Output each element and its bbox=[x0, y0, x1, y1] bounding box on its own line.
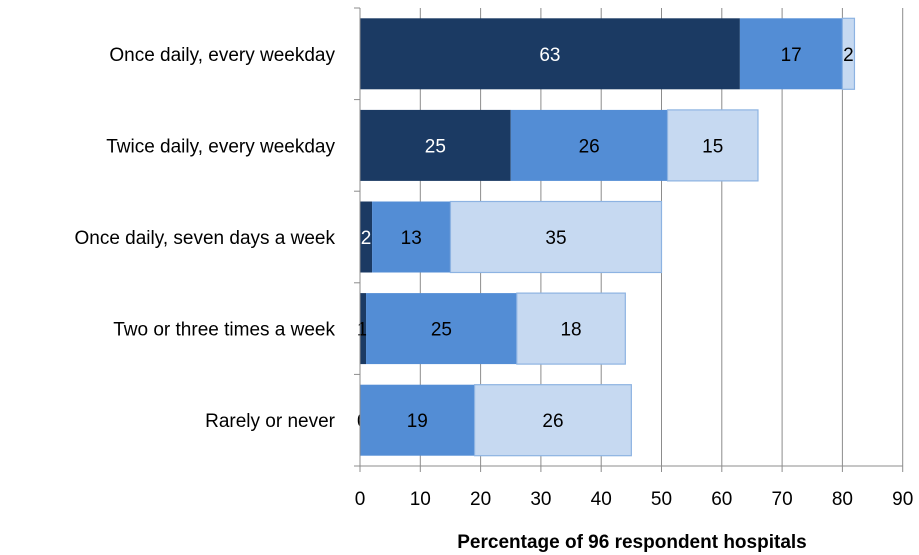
x-tick-labels: 0 10 20 30 40 50 60 70 80 90 bbox=[355, 489, 914, 510]
bar-segment bbox=[841, 17, 856, 90]
x-tick-label: 60 bbox=[711, 489, 732, 510]
data-label: 35 bbox=[545, 228, 566, 249]
bar-segment bbox=[360, 293, 367, 365]
bar-segment bbox=[473, 384, 632, 457]
x-tick-label: 40 bbox=[591, 489, 612, 510]
bar-segment bbox=[449, 200, 663, 274]
data-label: 25 bbox=[431, 320, 452, 341]
data-label: 17 bbox=[781, 45, 802, 66]
bar-segment bbox=[739, 18, 843, 90]
category-label: Rarely or never bbox=[205, 411, 336, 432]
category-label: Two or three times a week bbox=[113, 320, 335, 341]
bar-segment bbox=[510, 109, 668, 181]
bar-segment bbox=[366, 293, 517, 365]
x-tick-label: 20 bbox=[470, 489, 491, 510]
data-label: 15 bbox=[702, 136, 723, 157]
data-label: 18 bbox=[560, 320, 581, 341]
bar-segment bbox=[372, 201, 451, 273]
bar-segment bbox=[516, 292, 626, 365]
category-label: Twice daily, every weekday bbox=[106, 136, 335, 157]
bars: 63172252615213351251801926 bbox=[357, 17, 856, 457]
data-label: 63 bbox=[539, 45, 560, 66]
category-label: Once daily, seven days a week bbox=[74, 228, 335, 249]
axes bbox=[354, 7, 904, 472]
x-tick-label: 10 bbox=[410, 489, 431, 510]
category-label: Once daily, every weekday bbox=[109, 45, 335, 66]
x-tick-label: 50 bbox=[651, 489, 672, 510]
x-tick-label: 90 bbox=[892, 489, 913, 510]
bar-segment bbox=[360, 201, 373, 273]
data-label: 19 bbox=[407, 411, 428, 432]
x-tick-label: 0 bbox=[355, 489, 366, 510]
bar-segment bbox=[360, 18, 740, 90]
x-tick-label: 30 bbox=[530, 489, 551, 510]
data-label: 26 bbox=[542, 411, 563, 432]
x-tick-label: 80 bbox=[832, 489, 853, 510]
data-label: 2 bbox=[361, 228, 372, 249]
x-tick-label: 70 bbox=[772, 489, 793, 510]
x-axis-title: Percentage of 96 respondent hospitals bbox=[457, 532, 806, 553]
data-label: 26 bbox=[579, 136, 600, 157]
data-label: 1 bbox=[357, 320, 368, 341]
bar-segment bbox=[666, 109, 759, 182]
data-label: 2 bbox=[843, 45, 854, 66]
bar-segment bbox=[360, 109, 511, 181]
data-label: 25 bbox=[425, 136, 446, 157]
bar-segment bbox=[360, 384, 475, 456]
data-label: 13 bbox=[401, 228, 422, 249]
category-labels: Once daily, every weekday Twice daily, ev… bbox=[74, 45, 335, 432]
